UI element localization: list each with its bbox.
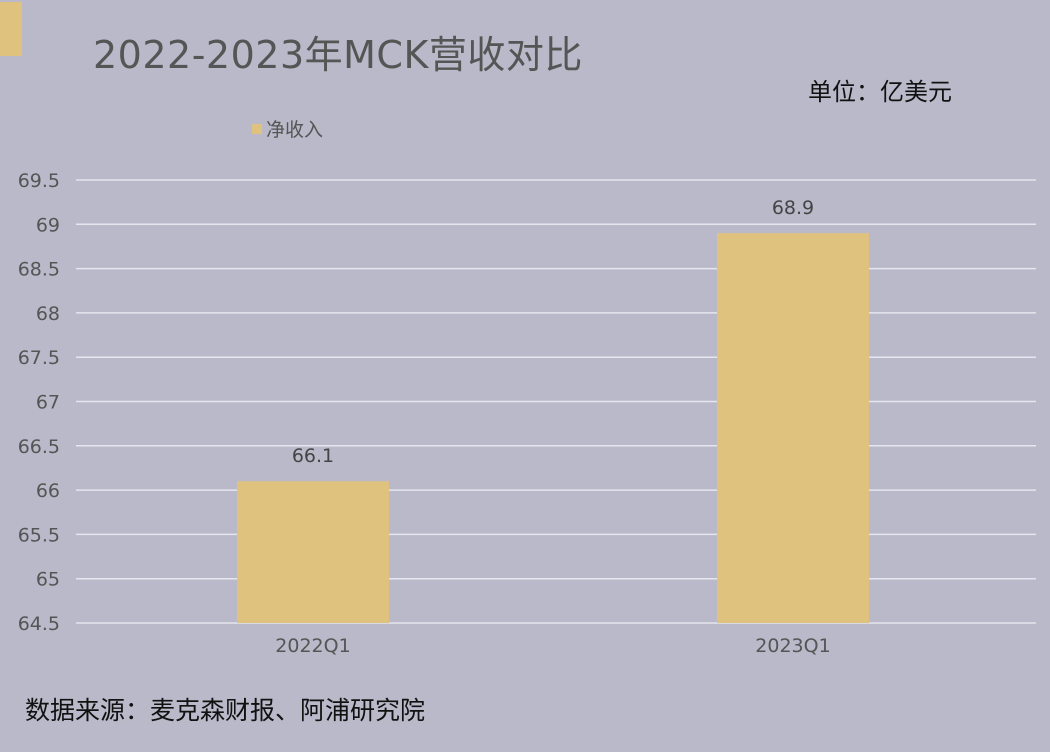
y-tick-label: 65 xyxy=(36,569,60,591)
legend-label: 净收入 xyxy=(266,119,324,141)
x-tick-label: 2022Q1 xyxy=(275,635,350,657)
y-tick-label: 69.5 xyxy=(18,170,60,192)
y-tick-label: 64.5 xyxy=(18,613,60,635)
source-note: 数据来源：麦克森财报、阿浦研究院 xyxy=(25,696,426,725)
y-tick-label: 65.5 xyxy=(18,524,60,546)
x-tick-label: 2023Q1 xyxy=(755,635,830,657)
unit-label: 单位：亿美元 xyxy=(808,78,952,106)
bar xyxy=(237,481,389,623)
y-tick-label: 66 xyxy=(36,480,60,502)
y-tick-label: 66.5 xyxy=(18,436,60,458)
y-tick-label: 69 xyxy=(36,214,60,236)
title-accent-block xyxy=(0,2,22,56)
y-tick-label: 68 xyxy=(36,303,60,325)
y-tick-label: 67 xyxy=(36,392,60,414)
bar xyxy=(717,233,869,623)
y-tick-label: 67.5 xyxy=(18,347,60,369)
legend: 净收入 xyxy=(252,115,323,142)
legend-swatch xyxy=(252,123,262,134)
y-tick-label: 68.5 xyxy=(18,259,60,281)
chart-title: 2022-2023年MCK营收对比 xyxy=(93,33,583,77)
data-label: 68.9 xyxy=(772,197,814,219)
data-label: 66.1 xyxy=(292,445,334,467)
